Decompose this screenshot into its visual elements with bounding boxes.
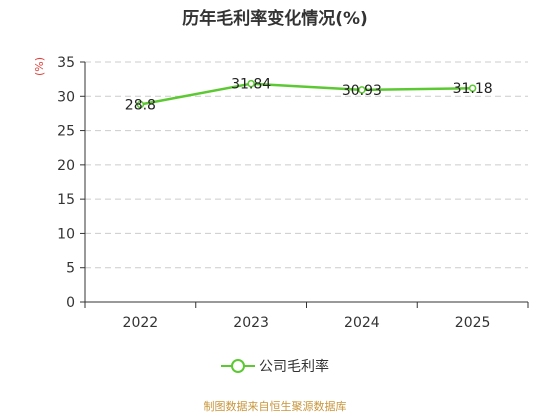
chart-title: 历年毛利率变化情况(%) [182, 9, 368, 29]
y-tick-label: 5 [66, 261, 75, 277]
y-tick-label: 15 [57, 192, 75, 208]
x-tick-label: 2025 [455, 315, 491, 331]
data-point [468, 84, 477, 92]
y-tick-label: 20 [57, 158, 75, 174]
y-tick-label: 25 [57, 124, 75, 140]
data-label: 31.84 [231, 77, 271, 93]
x-tick-label: 2022 [123, 315, 159, 331]
y-tick-label: 30 [57, 89, 75, 105]
x-tick-label: 2024 [344, 315, 380, 331]
x-tick-label: 2023 [233, 315, 269, 331]
y-tick-label: 35 [57, 55, 75, 71]
y-tick-label: 10 [57, 226, 75, 242]
legend-line-marker-icon [221, 359, 255, 373]
legend[interactable]: 公司毛利率 [0, 356, 550, 376]
source-note: 制图数据来自恒生聚源数据库 [203, 400, 347, 413]
series-line [140, 82, 473, 106]
data-label: 31.18 [453, 81, 493, 97]
y-tick-label: 0 [66, 295, 75, 311]
legend-label: 公司毛利率 [259, 359, 329, 375]
data-point [247, 79, 255, 88]
data-point [136, 100, 145, 109]
data-label: 28.8 [125, 98, 156, 114]
data-point [358, 86, 366, 94]
data-label: 30.93 [342, 83, 382, 99]
